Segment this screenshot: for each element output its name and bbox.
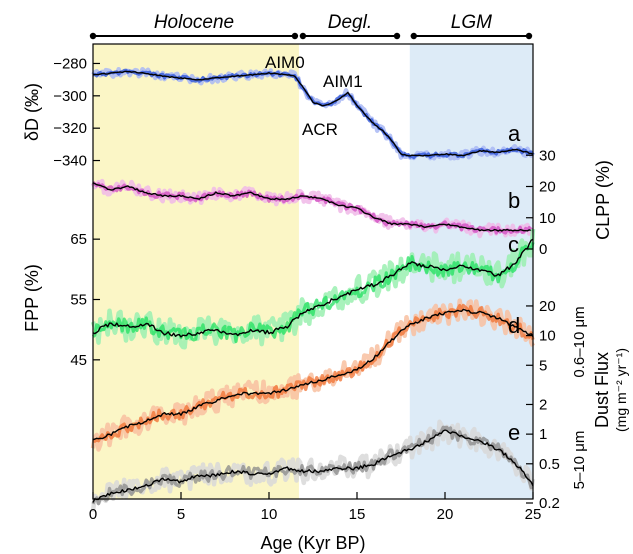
dd-tick-label: −320	[53, 120, 87, 137]
panel-letter-c: c	[508, 232, 519, 257]
panel-letter-b: b	[508, 188, 520, 213]
period-label: Holocene	[154, 12, 234, 33]
dd-tick-label: −300	[53, 88, 87, 105]
annotation-acr: ACR	[302, 120, 338, 139]
clpp-tick-label: 30	[539, 147, 556, 164]
fpp-axis-title: FPP (%)	[22, 264, 42, 332]
period-bar-end	[292, 33, 298, 39]
period-label: Degl.	[328, 12, 372, 33]
period-bar-end	[411, 33, 417, 39]
x-axis-title: Age (Kyr BP)	[260, 533, 365, 553]
x-tick-label: 10	[261, 506, 278, 523]
period-bars: Holocene Degl. LGM	[90, 12, 532, 39]
x-tick-label: 5	[177, 506, 185, 523]
period-bar-end	[90, 33, 96, 39]
period-bar-end	[526, 33, 532, 39]
dust-flux-unit: (mg m⁻² yr⁻¹)	[613, 348, 629, 432]
clpp-tick-label: 10	[539, 210, 556, 227]
period-bar-end	[394, 33, 400, 39]
panel-letter-d: d	[508, 313, 520, 338]
dust-tick-label: 0.5	[539, 456, 560, 473]
dust-coarse-size-label: 5–10 μm	[571, 431, 588, 490]
dd-tick-label: −340	[53, 153, 87, 170]
dd-axis-title: δD (‰)	[22, 83, 42, 141]
dust-tick-label: 1	[539, 426, 547, 443]
panel-letter-a: a	[508, 121, 521, 146]
annotation-aim0: AIM0	[265, 53, 305, 72]
fpp-tick-label: 45	[70, 352, 87, 369]
dust-tick-label: 5	[539, 357, 547, 374]
clpp-tick-label: 0	[539, 241, 547, 258]
dust-tick-label: 0.2	[539, 495, 560, 512]
clpp-tick-label: 20	[539, 179, 556, 196]
dust-flux-title: Dust Flux	[592, 352, 612, 428]
dust-fine-size-label: 0.6–10 μm	[571, 306, 588, 377]
x-tick-label: 20	[437, 506, 454, 523]
dd-tick-label: −280	[53, 55, 87, 72]
annotation-aim1: AIM1	[323, 72, 363, 91]
x-tick-label: 15	[349, 506, 366, 523]
panel-letter-e: e	[508, 420, 520, 445]
dust-tick-label: 2	[539, 396, 547, 413]
period-label: LGM	[451, 12, 492, 33]
fpp-tick-label: 55	[70, 292, 87, 309]
clpp-axis-title: CLPP (%)	[593, 160, 613, 240]
x-tick-label: 0	[89, 506, 97, 523]
fpp-tick-label: 65	[70, 231, 87, 248]
dust-tick-label: 20	[539, 298, 556, 315]
period-bar-end	[300, 33, 306, 39]
dust-tick-label: 10	[539, 328, 556, 345]
